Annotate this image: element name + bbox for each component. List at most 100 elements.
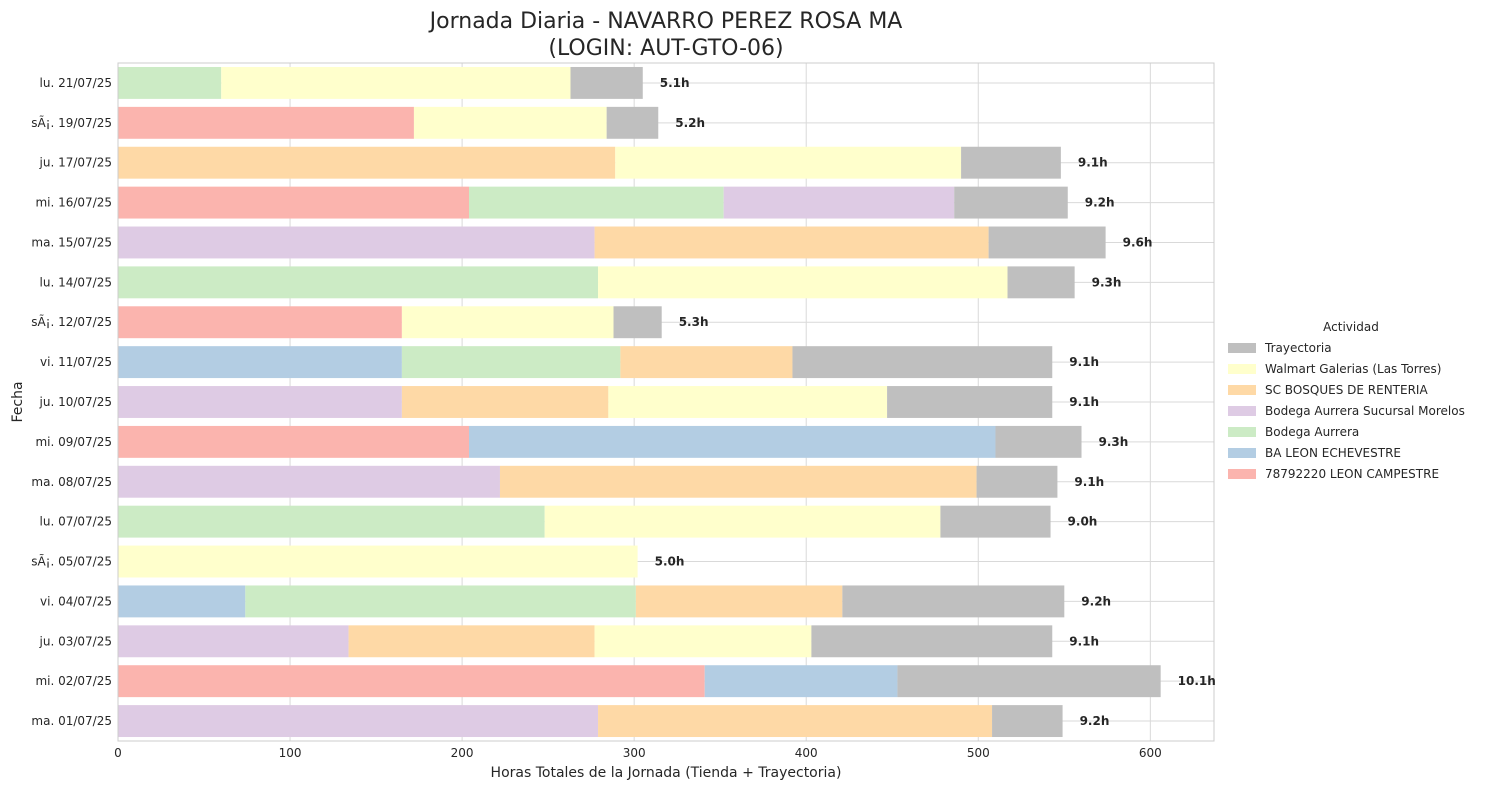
y-tick-label: ma. 15/07/25: [31, 235, 112, 249]
bar-segment: [613, 306, 662, 339]
bar-total-label: 10.1h: [1178, 674, 1216, 688]
bar-segment: [976, 465, 1058, 498]
bar-total-label: 9.3h: [1092, 275, 1122, 289]
bar-segment: [811, 625, 1053, 658]
bar-segment: [118, 146, 616, 179]
x-tick-label: 500: [967, 746, 990, 760]
bar-segment: [988, 226, 1106, 259]
bar-segment: [897, 665, 1161, 698]
y-tick-label: lu. 21/07/25: [40, 76, 112, 90]
bar-total-label: 5.3h: [679, 315, 709, 329]
bar-total-label: 5.0h: [655, 555, 685, 569]
bar-segment: [118, 66, 222, 99]
bar-segment: [118, 705, 599, 738]
bar-segment: [468, 186, 724, 219]
bar-total-label: 9.3h: [1099, 435, 1129, 449]
legend-title: Actividad: [1323, 320, 1379, 334]
bar-segment: [792, 346, 1053, 379]
bar-segment: [704, 665, 898, 698]
y-tick-label: lu. 14/07/25: [40, 275, 112, 289]
y-tick-label: lu. 07/07/25: [40, 515, 112, 529]
bar-segment: [118, 266, 599, 299]
bar-total-label: 5.1h: [660, 76, 690, 90]
legend-entry-label: Bodega Aurrera Sucursal Morelos: [1265, 404, 1465, 418]
legend-entry-label: Bodega Aurrera: [1265, 425, 1359, 439]
x-tick-label: 600: [1139, 746, 1162, 760]
bar-segment: [598, 266, 1008, 299]
y-tick-label: ju. 03/07/25: [39, 634, 112, 648]
chart-title-line2: (LOGIN: AUT-GTO-06): [548, 36, 783, 61]
legend-swatch: [1228, 385, 1256, 395]
y-tick-label: mi. 16/07/25: [35, 196, 112, 210]
y-tick-label: sÃ¡. 19/07/25: [31, 115, 112, 130]
bar-total-label: 9.1h: [1069, 355, 1099, 369]
bar-total-label: 9.1h: [1069, 634, 1099, 648]
labels-layer: 5.1h 5.2h 9.1h 9.2h 9.6h 9.3h 5.3h 9.1h 9.1h 9.3h…: [655, 76, 1216, 728]
bar-total-label: 9.2h: [1085, 196, 1115, 210]
bar-segment: [118, 505, 545, 538]
bar-segment: [118, 625, 349, 658]
bar-total-label: 9.6h: [1123, 235, 1153, 249]
y-axis-label: Fecha: [10, 381, 26, 422]
bar-segment: [544, 505, 941, 538]
bar-segment: [842, 585, 1065, 618]
y-tick-label: mi. 02/07/25: [35, 674, 112, 688]
bar-segment: [245, 585, 636, 618]
bar-segment: [961, 146, 1061, 179]
bar-total-label: 9.2h: [1080, 714, 1110, 728]
bar-segment: [118, 186, 469, 219]
bar-segment: [118, 585, 246, 618]
bar-segment: [499, 465, 977, 498]
bar-segment: [887, 386, 1053, 418]
bars-layer: [118, 66, 1161, 738]
bar-segment: [118, 106, 414, 139]
x-tick-label: 300: [623, 746, 646, 760]
legend-swatch: [1228, 448, 1256, 458]
legend-entry-label: 78792220 LEON CAMPESTRE: [1265, 467, 1439, 481]
y-tick-label: mi. 09/07/25: [35, 435, 112, 449]
bar-total-label: 5.2h: [675, 116, 705, 130]
legend-swatch: [1228, 427, 1256, 437]
bar-total-label: 9.1h: [1074, 475, 1104, 489]
legend-entry-label: BA LEON ECHEVESTRE: [1265, 446, 1401, 460]
bar-segment: [413, 106, 607, 139]
bar-segment: [606, 106, 659, 139]
legend-entry-label: SC BOSQUES DE RENTERIA: [1265, 383, 1428, 397]
legend-swatch: [1228, 406, 1256, 416]
bar-segment: [635, 585, 843, 618]
bar-segment: [401, 386, 609, 418]
x-tick-label: 400: [795, 746, 818, 760]
bar-segment: [118, 465, 500, 498]
bar-segment: [118, 346, 402, 379]
bar-segment: [594, 625, 812, 658]
bar-segment: [723, 186, 955, 219]
legend: Actividad Trayectoria Walmart Galerias (L…: [1228, 320, 1465, 481]
legend-entry-label: Trayectoria: [1264, 341, 1332, 355]
x-axis-label: Horas Totales de la Jornada (Tienda + Tr…: [491, 765, 842, 781]
bar-total-label: 9.1h: [1078, 156, 1108, 170]
x-tick-label: 0: [114, 746, 122, 760]
x-tick-label: 100: [279, 746, 302, 760]
bar-segment: [1007, 266, 1075, 299]
bar-segment: [221, 66, 571, 99]
bar-segment: [608, 386, 888, 418]
y-tick-label: vi. 11/07/25: [40, 355, 112, 369]
y-tick-label: vi. 04/07/25: [40, 594, 112, 608]
bar-segment: [995, 425, 1082, 458]
bar-segment: [401, 346, 621, 379]
bar-segment: [615, 146, 962, 179]
y-tick-label: ju. 10/07/25: [39, 395, 112, 409]
bar-segment: [348, 625, 595, 658]
bar-segment: [940, 505, 1051, 538]
ticks-layer: 0 100 200 300 400 500 600 lu. 21/07/25 sÃ¡. 19/0…: [31, 76, 1162, 760]
bar-segment: [570, 66, 643, 99]
plot-frame: [117, 62, 1215, 742]
bar-segment: [992, 705, 1063, 738]
bar-segment: [118, 386, 402, 418]
y-tick-label: ma. 08/07/25: [31, 475, 112, 489]
bar-total-label: 9.2h: [1081, 594, 1111, 608]
y-tick-label: ma. 01/07/25: [31, 714, 112, 728]
bar-segment: [468, 425, 996, 458]
bar-segment: [594, 226, 989, 259]
